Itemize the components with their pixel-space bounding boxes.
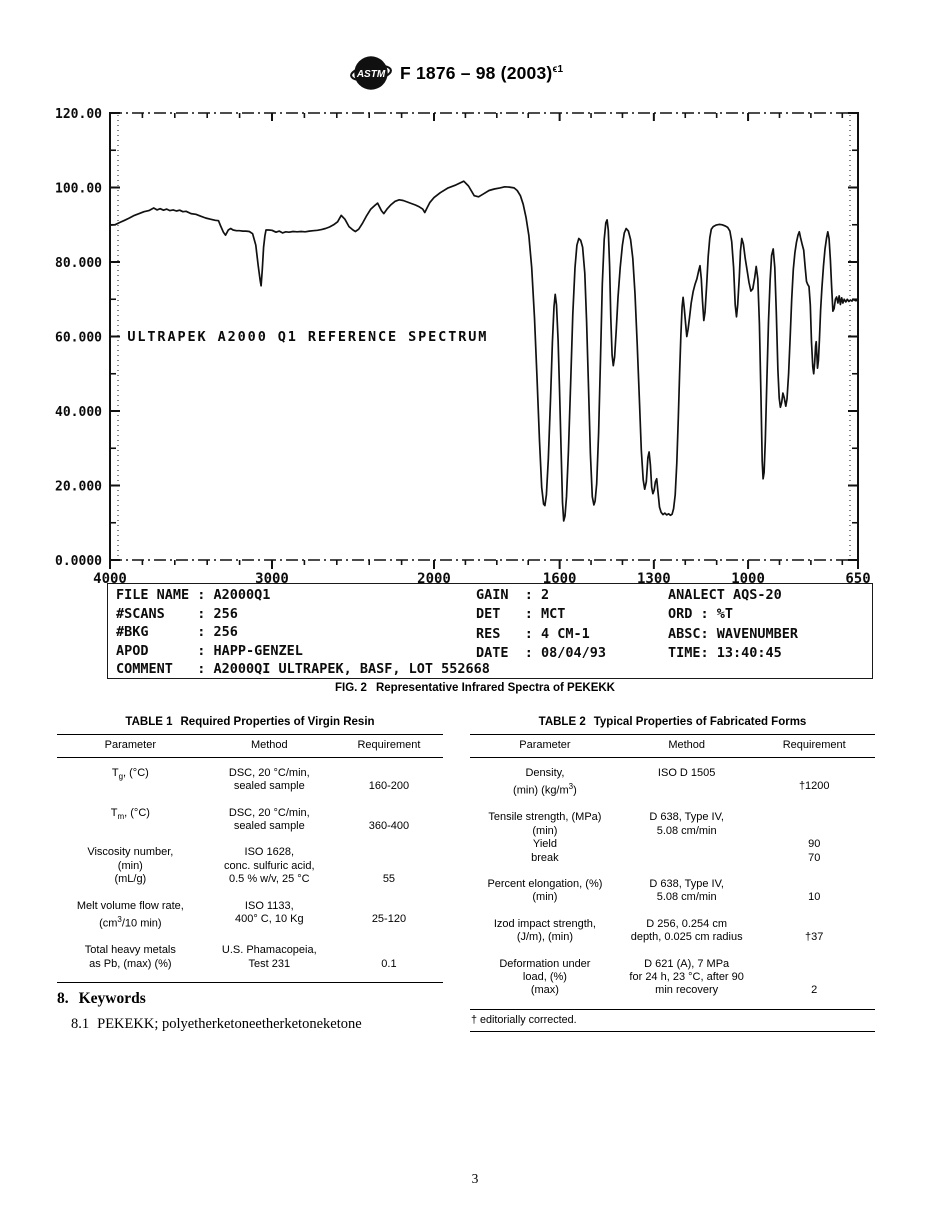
- method-cell: ISO 1628, conc. sulfuric acid, 0.5 % w/v, …: [224, 846, 315, 886]
- param-cell: Tensile strength, (MPa) (min) Yield break: [488, 811, 602, 864]
- keywords-heading: 8. Keywords: [57, 990, 146, 1008]
- table-header-row: Parameter Method Requirement: [470, 734, 875, 758]
- page-number: 3: [471, 1171, 479, 1186]
- param-cell: Tm, (°C): [110, 806, 150, 821]
- method-cell: ISO 1133, 400° C, 10 Kg: [234, 899, 304, 926]
- figure-caption-text: Representative Infrared Spectra of PEKEK…: [375, 682, 615, 694]
- param-cell: Total heavy metals as Pb, (max) (%): [84, 944, 176, 970]
- y-axis-label: 60.000: [55, 331, 102, 346]
- table-row: Tg, (°C) DSC, 20 °C/min, sealed sample 160…: [57, 767, 443, 794]
- info-line: APOD : HAPP-GENZEL: [116, 642, 303, 659]
- ir-spectrum-chart: 120.00 100.00 80.000 60.000 40.000 20.000 0.00…: [55, 107, 871, 587]
- info-line: ANALECT AQS-20: [668, 587, 782, 603]
- info-line: DATE : 08/04/93: [476, 644, 607, 661]
- table-body: Tg, (°C) DSC, 20 °C/min, sealed sample 160…: [57, 758, 443, 983]
- y-axis-label: 20.000: [55, 480, 102, 495]
- table-1-required-properties: TABLE 1 Required Properties of Virgin Res…: [57, 716, 443, 983]
- table-row: Total heavy metals as Pb, (max) (%) U.S. P…: [57, 944, 443, 971]
- info-line: ABSC: WAVENUMBER: [668, 625, 799, 642]
- table-row: Tensile strength, (MPa) (min) Yield break D …: [470, 811, 875, 865]
- method-cell: DSC, 20 °C/min, sealed sample: [228, 766, 310, 793]
- info-box-middle-column: GAIN : 2 DET : MCT RES : 4 CM-1 DATE : 08/0…: [476, 586, 606, 663]
- table-body: Density, (min) (kg/m3) ISO D 1505 †1200 Ten…: [470, 758, 875, 1010]
- param-cell: Density, (min) (kg/m3): [513, 766, 577, 797]
- table-column-header: Requirement: [357, 739, 421, 752]
- param-cell: Percent elongation, (%) (min): [487, 877, 603, 904]
- requirement-cell: †1200: [798, 780, 830, 793]
- method-cell: D 638, Type IV, 5.08 cm/min: [649, 877, 724, 904]
- method-cell: ISO D 1505: [657, 766, 716, 779]
- method-cell: U.S. Phamacopeia, Test 231: [221, 944, 317, 970]
- table-row: Deformation under load, (%) (max) D 621 (A)…: [470, 958, 875, 998]
- figure-caption: FIG. 2 Representative Infrared Spectra of…: [0, 682, 950, 694]
- requirement-cell: 160-200: [368, 780, 410, 793]
- table-column-header: Requirement: [782, 739, 846, 752]
- requirement-cell: 90 70: [808, 838, 821, 864]
- method-cell: D 621 (A), 7 MPa for 24 h, 23 °C, after 9…: [629, 957, 744, 997]
- keywords-item-number: 8.1: [71, 1016, 90, 1032]
- svg-text:ASTM: ASTM: [356, 69, 386, 80]
- table-row: Viscosity number, (min) (mL/g) ISO 1628, con…: [57, 846, 443, 886]
- table-2-typical-properties: TABLE 2 Typical Properties of Fabricated …: [470, 716, 875, 1033]
- spectrum-annotation: ULTRAPEK A2000 Q1 REFERENCE SPECTRUM: [127, 329, 488, 345]
- y-axis-label: 80.000: [55, 256, 102, 271]
- table-row: Tm, (°C) DSC, 20 °C/min, sealed sample 360…: [57, 807, 443, 834]
- table-column-header: Method: [668, 739, 706, 752]
- table-header-row: Parameter Method Requirement: [57, 734, 443, 758]
- info-line: COMMENT : A2000QI ULTRAPEK, BASF, LOT 55…: [116, 661, 490, 678]
- param-cell: Tg, (°C): [111, 766, 149, 781]
- info-line: DET : MCT: [476, 606, 566, 623]
- keywords-heading-text: Keywords: [78, 990, 146, 1007]
- param-cell: Melt volume flow rate, (cm3/10 min): [76, 899, 184, 930]
- param-cell: Izod impact strength, (J/m), (min): [493, 917, 596, 944]
- table-column-header: Method: [250, 739, 288, 752]
- table-title: TABLE 1 Required Properties of Virgin Res…: [125, 716, 375, 728]
- info-line: #SCANS : 256: [116, 605, 238, 622]
- keywords-heading-number: 8.: [57, 990, 69, 1007]
- requirement-cell: 55: [382, 873, 396, 886]
- y-axis-label: 0.0000: [55, 554, 102, 569]
- spectrum-curve: [109, 180, 859, 522]
- keywords-item-text: PEKEKK; polyetherketoneetherketoneketone: [97, 1016, 362, 1032]
- info-line: FILE NAME : A2000Q1: [116, 587, 271, 603]
- doc-designation-sup: ϵ1: [552, 63, 564, 75]
- info-line: RES : 4 CM-1: [476, 625, 590, 642]
- method-cell: D 256, 0.254 cm depth, 0.025 cm radius: [630, 917, 743, 944]
- requirement-cell: 25-120: [371, 913, 407, 926]
- figure-caption-label: FIG. 2: [335, 682, 367, 694]
- method-cell: DSC, 20 °C/min, sealed sample: [228, 806, 310, 833]
- y-axis-label: 100.00: [55, 182, 102, 197]
- doc-header: ASTM F 1876 – 98 (2003)ϵ1: [350, 52, 563, 94]
- requirement-cell: †37: [805, 931, 824, 944]
- requirement-cell: 0.1: [381, 957, 397, 970]
- y-axis-label: 40.000: [55, 405, 102, 420]
- table-row: Percent elongation, (%) (min) D 638, Type …: [470, 878, 875, 905]
- table-row: Melt volume flow rate, (cm3/10 min) ISO 11…: [57, 900, 443, 931]
- astm-logo-icon: ASTM: [350, 56, 392, 90]
- spectrum-info-box: FILE NAME : A2000Q1 #SCANS : 256 #BKG : 25…: [107, 583, 873, 679]
- info-line: GAIN : 2: [476, 587, 550, 603]
- param-cell: Deformation under load, (%) (max): [499, 957, 591, 997]
- table-row: Density, (min) (kg/m3) ISO D 1505 †1200: [470, 767, 875, 798]
- table-row: Izod impact strength, (J/m), (min) D 256, …: [470, 918, 875, 945]
- table-column-header: Parameter: [104, 739, 157, 752]
- keywords-item: 8.1 PEKEKK; polyetherketoneetherketoneket…: [71, 1016, 362, 1033]
- method-cell: D 638, Type IV, 5.08 cm/min: [649, 811, 724, 837]
- param-cell: Viscosity number, (min) (mL/g): [87, 846, 174, 886]
- requirement-cell: 360-400: [368, 820, 410, 833]
- info-line: #BKG : 256: [116, 624, 238, 641]
- doc-designation: F 1876 – 98 (2003)ϵ1: [400, 62, 564, 83]
- info-line: TIME: 13:40:45: [668, 644, 782, 661]
- table-footnote: † editorially corrected.: [470, 1010, 875, 1033]
- info-line: ORD : %T: [668, 606, 734, 623]
- table-column-header: Parameter: [519, 739, 571, 752]
- info-box-right-column: ANALECT AQS-20 ORD : %T ABSC: WAVENUMBER TI…: [668, 586, 798, 663]
- table-title: TABLE 2 Typical Properties of Fabricated …: [538, 716, 807, 728]
- info-box-left-column: FILE NAME : A2000Q1 #SCANS : 256 #BKG : 25…: [116, 586, 490, 679]
- y-axis-label: 120.00: [55, 107, 102, 122]
- requirement-cell: 2: [811, 984, 818, 997]
- requirement-cell: 10: [808, 891, 821, 904]
